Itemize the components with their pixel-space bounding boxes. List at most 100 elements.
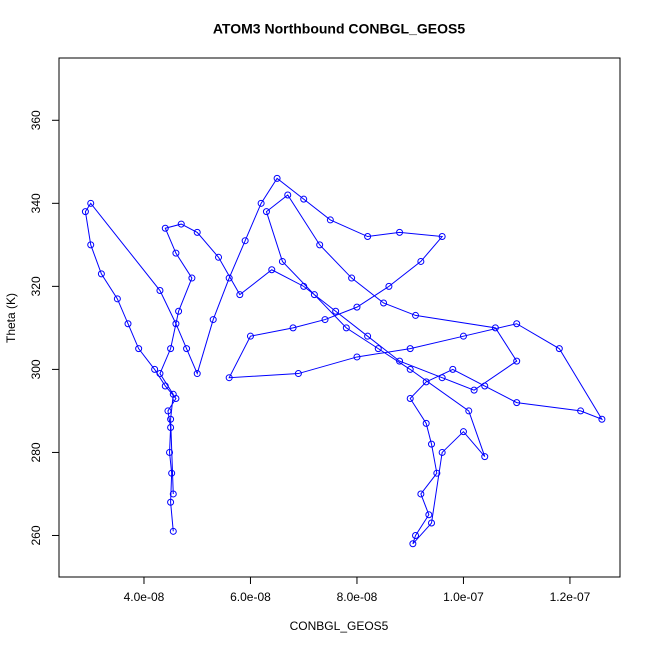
chart-title: ATOM3 Northbound CONBGL_GEOS5 (213, 21, 465, 37)
data-point (422, 378, 430, 386)
data-point (167, 498, 175, 506)
data-point (169, 490, 177, 498)
plot-frame (58, 57, 621, 578)
data-point (268, 266, 276, 274)
data-point (412, 531, 420, 539)
data-point (175, 307, 183, 315)
data-point (412, 311, 420, 319)
data-point (406, 345, 414, 353)
data-point (167, 415, 175, 423)
data-point (168, 469, 176, 477)
data-point (225, 374, 233, 382)
data-point (209, 316, 217, 324)
data-point (284, 191, 292, 199)
data-point (353, 353, 361, 361)
data-point (396, 357, 404, 365)
data-point (321, 316, 329, 324)
data-point (113, 295, 121, 303)
data-point (225, 274, 233, 282)
data-point (422, 419, 430, 427)
data-point (380, 299, 388, 307)
data-point (396, 228, 404, 236)
y-tick-label: 260 (29, 525, 43, 545)
y-tick-label: 280 (29, 442, 43, 462)
data-point (326, 216, 334, 224)
data-point (406, 365, 414, 373)
data-point (481, 453, 489, 461)
data-point (332, 307, 340, 315)
data-point (262, 208, 270, 216)
y-axis-label: Theta (K) (4, 293, 18, 343)
data-point (257, 199, 265, 207)
data-point (156, 287, 164, 295)
data-point (438, 374, 446, 382)
data-point (183, 345, 191, 353)
data-point (364, 233, 372, 241)
data-point (374, 345, 382, 353)
data-point (513, 399, 521, 407)
data-point (310, 291, 318, 299)
data-point (409, 540, 417, 548)
x-tick-label: 6.0e-08 (230, 590, 271, 604)
data-point (459, 428, 467, 436)
data-point (193, 228, 201, 236)
x-tick-label: 1.2e-07 (550, 590, 591, 604)
data-point (353, 303, 361, 311)
y-tick-label: 340 (29, 193, 43, 213)
data-point (161, 224, 169, 232)
x-axis-label: CONBGL_GEOS5 (290, 619, 389, 633)
data-point (81, 208, 89, 216)
y-tick-label: 320 (29, 276, 43, 296)
data-point (241, 237, 249, 245)
data-point (470, 386, 478, 394)
data-point (598, 415, 606, 423)
data-point (438, 448, 446, 456)
data-point (300, 282, 308, 290)
data-point (438, 233, 446, 241)
data-point (156, 370, 164, 378)
data-point (289, 324, 297, 332)
data-point (555, 345, 563, 353)
data-point (188, 274, 196, 282)
data-point (87, 241, 95, 249)
data-line (84, 177, 604, 545)
y-tick-label: 360 (29, 110, 43, 130)
y-tick-label: 300 (29, 359, 43, 379)
data-point (124, 320, 132, 328)
data-point (167, 424, 175, 432)
data-point (294, 370, 302, 378)
data-point (236, 291, 244, 299)
data-point (151, 365, 159, 373)
data-point (364, 332, 372, 340)
data-point (513, 357, 521, 365)
x-tick-label: 1.0e-07 (443, 590, 484, 604)
data-point (417, 490, 425, 498)
data-point (177, 220, 185, 228)
data-point (166, 448, 174, 456)
x-tick-label: 8.0e-08 (337, 590, 378, 604)
data-point (167, 345, 175, 353)
data-point (193, 370, 201, 378)
data-point (406, 394, 414, 402)
x-tick-label: 4.0e-08 (124, 590, 165, 604)
data-point (481, 382, 489, 390)
data-point (577, 407, 585, 415)
data-point (169, 390, 177, 398)
data-point (172, 249, 180, 257)
data-point (97, 270, 105, 278)
data-point (169, 527, 177, 535)
data-point (316, 241, 324, 249)
data-point (449, 365, 457, 373)
data-point (172, 320, 180, 328)
data-point (161, 382, 169, 390)
data-point (164, 407, 172, 415)
data-point (342, 324, 350, 332)
data-point (459, 332, 467, 340)
data-point (215, 253, 223, 261)
data-point (348, 274, 356, 282)
data-point (273, 174, 281, 182)
data-point (428, 519, 436, 527)
data-point (433, 469, 441, 477)
data-point (465, 407, 473, 415)
